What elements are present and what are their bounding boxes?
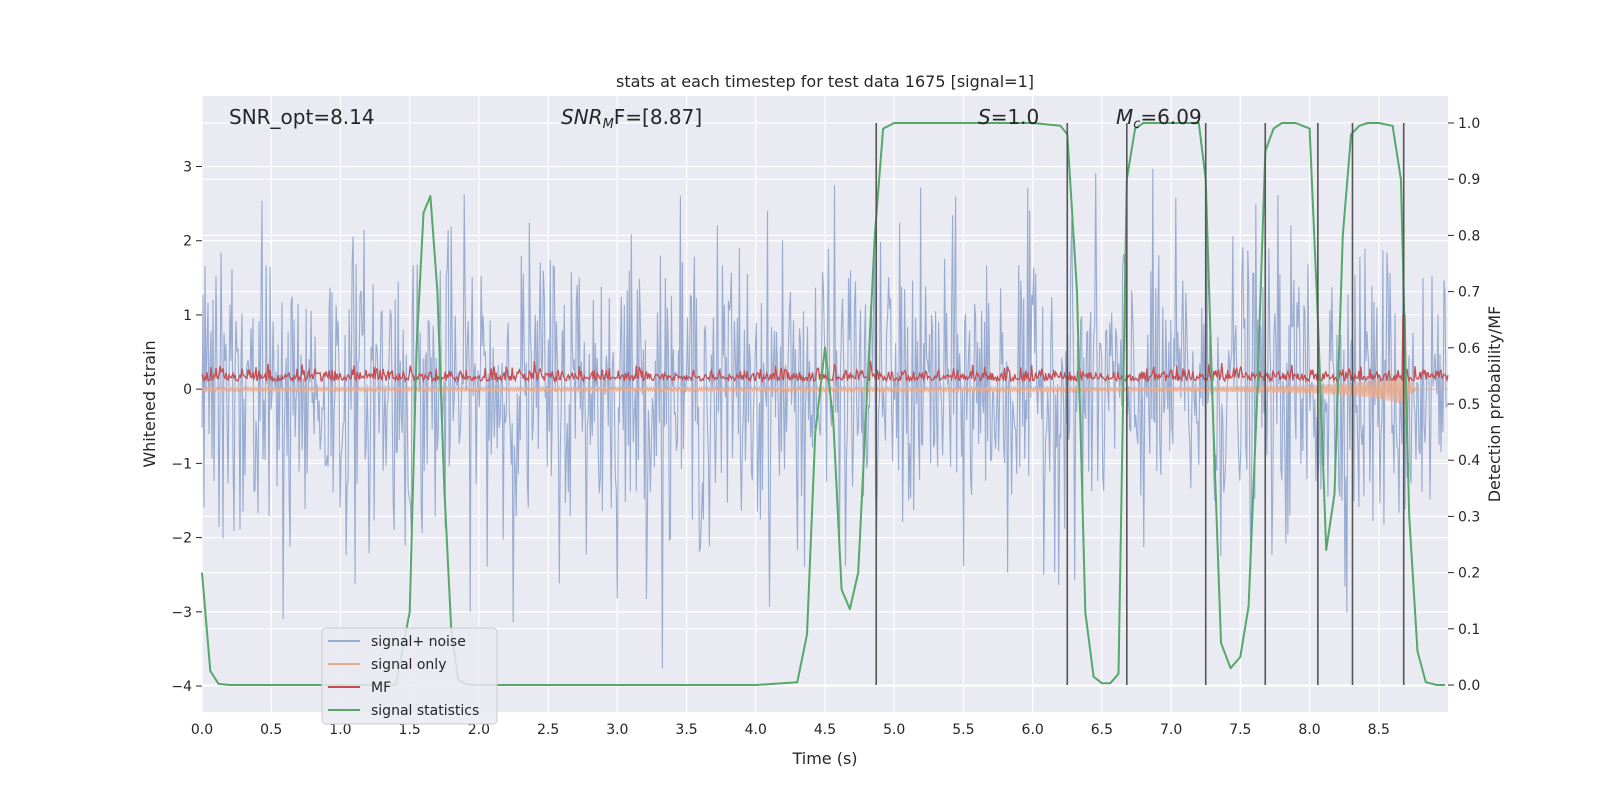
y2-tick-label: 1.0 xyxy=(1458,116,1480,132)
annotation-s: S=1.0 xyxy=(978,105,1039,129)
annotation-mc: Mc=6.09 xyxy=(1116,105,1202,132)
y2-tick-label: 0.3 xyxy=(1458,509,1480,525)
y2-tick-label: 0.0 xyxy=(1458,678,1480,694)
y2-tick-label: 0.8 xyxy=(1458,228,1480,244)
x-tick-label: 4.5 xyxy=(814,722,836,738)
x-tick-label: 1.0 xyxy=(329,722,351,738)
x-tick-label: 3.5 xyxy=(675,722,697,738)
x-tick-label: 8.0 xyxy=(1298,722,1320,738)
y-tick-label: 0 xyxy=(183,382,192,398)
axis-ticks: 0.0 0.5 1.0 1.5 2.0 2.5 3.0 3.5 4.0 4.5 5.0 5.5 6.0 6… xyxy=(171,116,1480,738)
x-tick-label: 7.5 xyxy=(1229,722,1251,738)
legend-box xyxy=(321,627,498,725)
x-axis-label: Time (s) xyxy=(791,749,857,768)
legend-label-mf: MF xyxy=(371,680,391,696)
annotation-snr-mf: SNRMF=[8.87] xyxy=(561,105,702,132)
signal-only-series xyxy=(201,351,1448,418)
y-tick-label: −4 xyxy=(171,679,192,695)
signal-only-line xyxy=(201,351,1448,418)
x-tick-label: 3.0 xyxy=(606,722,628,738)
x-tick-label: 0.0 xyxy=(191,722,213,738)
annotation-snr-opt: SNR_opt=8.14 xyxy=(229,105,375,129)
y2-tick-label: 0.6 xyxy=(1458,341,1480,357)
y2-tick-label: 0.5 xyxy=(1458,397,1480,413)
x-tick-label: 4.0 xyxy=(745,722,767,738)
x-tick-label: 0.5 xyxy=(260,722,282,738)
x-tick-label: 1.5 xyxy=(399,722,421,738)
x-tick-label: 5.0 xyxy=(883,722,905,738)
y-axis-label: Whitened strain xyxy=(140,340,159,467)
y-tick-label: −1 xyxy=(171,456,192,472)
x-tick-label: 2.0 xyxy=(468,722,490,738)
y2-tick-label: 0.9 xyxy=(1458,172,1480,188)
y-tick-label: 1 xyxy=(183,308,192,324)
y-tick-label: 2 xyxy=(183,234,192,250)
x-tick-label: 2.5 xyxy=(537,722,559,738)
grid-lines xyxy=(201,96,1448,712)
x-tick-label: 8.5 xyxy=(1368,722,1390,738)
y-tick-label: −3 xyxy=(171,605,192,621)
legend-label-signal-noise: signal+ noise xyxy=(371,634,466,650)
legend: signal+ noise signal only MF signal stat… xyxy=(321,627,498,725)
y-tick-label: −2 xyxy=(171,531,192,547)
x-tick-label: 6.0 xyxy=(1022,722,1044,738)
y2-tick-label: 0.1 xyxy=(1458,622,1480,638)
x-tick-label: 5.5 xyxy=(952,722,974,738)
y2-tick-label: 0.2 xyxy=(1458,566,1480,582)
legend-label-signal-only: signal only xyxy=(371,657,446,673)
y2-tick-label: 0.7 xyxy=(1458,285,1480,301)
y-tick-label: 3 xyxy=(183,160,192,176)
y2-tick-label: 0.4 xyxy=(1458,453,1480,469)
mf-series xyxy=(201,314,1449,384)
chart-title: stats at each timestep for test data 167… xyxy=(616,72,1034,91)
detection-markers xyxy=(875,122,1405,686)
y2-axis-label: Detection probability/MF xyxy=(1485,306,1504,503)
x-tick-label: 6.5 xyxy=(1091,722,1113,738)
mf-line xyxy=(201,314,1449,384)
x-tick-label: 7.0 xyxy=(1160,722,1182,738)
legend-label-signal-statistics: signal statistics xyxy=(371,703,479,719)
